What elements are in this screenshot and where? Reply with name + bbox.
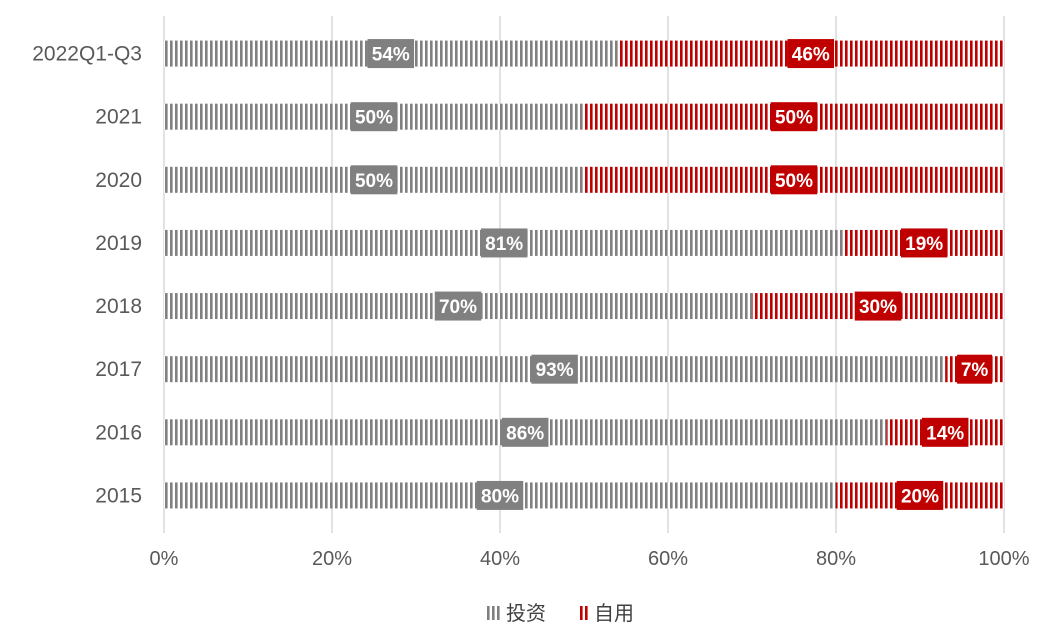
category-label: 2020 xyxy=(95,169,142,192)
data-label-text: 86% xyxy=(506,423,544,444)
bars xyxy=(164,40,1004,509)
category-label: 2016 xyxy=(95,421,142,444)
x-tick-label: 60% xyxy=(648,548,688,570)
data-label-box xyxy=(770,102,818,132)
data-label: 70% xyxy=(434,291,482,321)
data-label-box xyxy=(854,291,902,321)
data-label-text: 50% xyxy=(775,108,813,129)
data-label: 50% xyxy=(350,165,398,195)
legend-item-invest: 投资 xyxy=(487,602,546,625)
data-label-box xyxy=(434,291,482,321)
legend-swatch xyxy=(487,606,500,620)
data-label: 7% xyxy=(957,354,993,384)
data-label-text: 14% xyxy=(926,423,964,444)
legend-item-selfuse: 自用 xyxy=(580,602,634,625)
x-tick-label: 20% xyxy=(312,548,352,570)
legend: 投资 自用 xyxy=(487,602,634,625)
data-label-text: 80% xyxy=(481,486,519,507)
data-label: 93% xyxy=(531,354,578,384)
legend-swatch-stripe xyxy=(580,606,583,620)
category-label: 2018 xyxy=(95,295,142,318)
data-label-text: 46% xyxy=(792,45,830,66)
value-axis: 0% 20% 40% 60% 80% 100% xyxy=(150,548,1030,570)
legend-label: 自用 xyxy=(594,602,634,625)
data-label-box xyxy=(896,480,944,510)
data-label-box xyxy=(770,165,818,195)
data-label-text: 93% xyxy=(536,360,574,381)
data-label: 50% xyxy=(350,102,398,132)
data-label-text: 20% xyxy=(901,486,939,507)
data-label: 30% xyxy=(854,291,902,321)
category-label: 2021 xyxy=(95,106,142,129)
data-label: 46% xyxy=(787,39,835,69)
data-label-text: 54% xyxy=(372,45,410,66)
data-label-text: 81% xyxy=(485,234,523,255)
data-label-box xyxy=(900,228,948,258)
data-label-box xyxy=(350,165,398,195)
x-tick-label: 100% xyxy=(978,548,1029,570)
data-label-text: 7% xyxy=(961,360,989,381)
data-label-text: 50% xyxy=(355,171,393,192)
x-tick-label: 80% xyxy=(816,548,856,570)
data-label: 50% xyxy=(770,102,818,132)
data-label-text: 50% xyxy=(775,171,813,192)
gridlines xyxy=(163,16,1005,533)
data-label: 80% xyxy=(476,480,524,510)
data-label: 50% xyxy=(770,165,818,195)
data-labels: 54% 46% 50% 50% 50% 50% 81% 19% 70% 30% 93% 7% 86% 14… xyxy=(350,39,993,510)
data-label-box xyxy=(921,417,969,447)
x-tick-label: 0% xyxy=(150,548,179,570)
data-label: 86% xyxy=(501,417,549,447)
data-label-box xyxy=(787,39,835,69)
legend-label: 投资 xyxy=(506,602,546,625)
legend-swatch-stripe xyxy=(492,606,495,620)
data-label-box xyxy=(957,354,993,384)
category-label: 2015 xyxy=(95,484,142,507)
data-label-box xyxy=(350,102,398,132)
data-label-box xyxy=(480,228,528,258)
legend-swatch-stripe xyxy=(497,606,500,620)
data-label: 81% xyxy=(480,228,528,258)
data-label-text: 50% xyxy=(355,108,393,129)
data-label: 54% xyxy=(367,39,415,69)
legend-swatch-stripe xyxy=(487,606,490,620)
category-label: 2017 xyxy=(95,358,142,381)
data-label-text: 19% xyxy=(905,234,943,255)
data-label-box xyxy=(367,39,415,69)
data-label-text: 70% xyxy=(439,297,477,318)
data-label: 20% xyxy=(896,480,944,510)
category-axis: 2022Q1-Q3 2021 2020 2019 2018 2017 2016 2015 xyxy=(32,43,142,508)
legend-swatch-stripe xyxy=(585,606,588,620)
data-label-box xyxy=(476,480,524,510)
data-label: 19% xyxy=(900,228,948,258)
data-label-box xyxy=(531,354,578,384)
data-label-box xyxy=(501,417,549,447)
data-label: 14% xyxy=(921,417,969,447)
x-tick-label: 40% xyxy=(480,548,520,570)
category-label: 2019 xyxy=(95,232,142,255)
legend-swatch xyxy=(580,606,588,620)
category-label: 2022Q1-Q3 xyxy=(32,43,142,66)
data-label-text: 30% xyxy=(859,297,897,318)
